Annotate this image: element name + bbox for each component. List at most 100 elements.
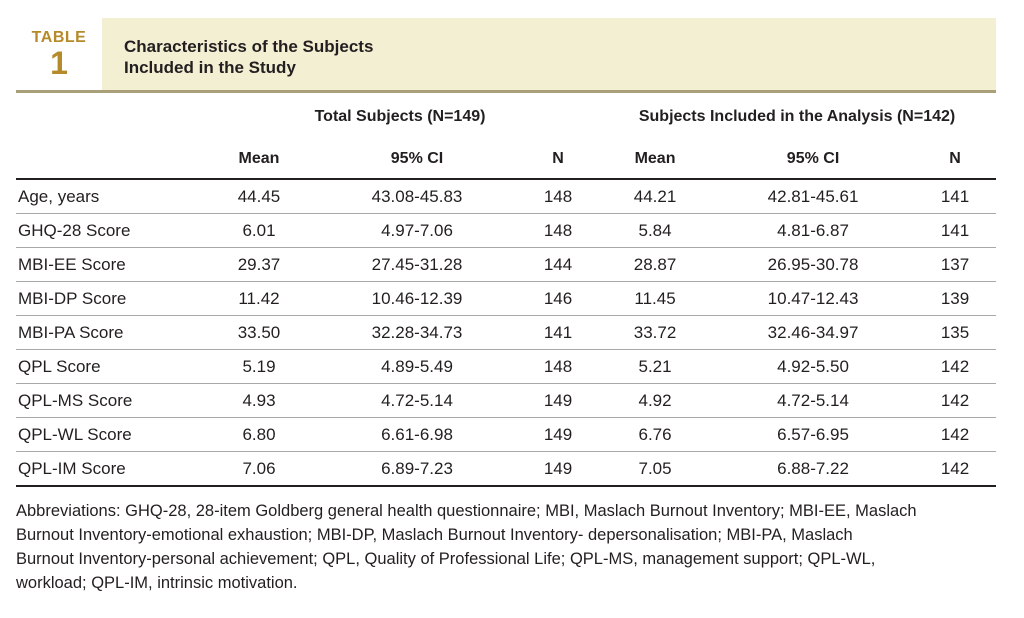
cell-ci-analysis: 10.47-12.43: [712, 281, 915, 316]
table-row: GHQ-28 Score 6.01 4.97-7.06 148 5.84 4.81-6.8…: [16, 213, 997, 248]
group-header-analysis: Subjects Included in the Analysis (N=142…: [638, 108, 956, 125]
table-row: QPL Score 5.19 4.89-5.49 148 5.21 4.92-5.50 14…: [16, 349, 997, 384]
cell-n-total: 149: [518, 451, 599, 487]
footnote-line: Burnout Inventory-personal achievement; …: [16, 550, 876, 568]
col-header-n-total: N: [518, 140, 599, 180]
cell-ci-total: 6.89-7.23: [316, 451, 518, 487]
cell-n-total: 148: [518, 349, 599, 384]
table-title-line-2: Included in the Study: [124, 58, 296, 77]
cell-ci-analysis: 6.57-6.95: [712, 417, 915, 452]
table-row: MBI-PA Score 33.50 32.28-34.73 141 33.72 32.4…: [16, 315, 997, 350]
cell-row-label: QPL Score: [16, 349, 202, 384]
col-header-mean-analysis: Mean: [598, 140, 713, 180]
empty-header-cell: [16, 94, 202, 140]
cell-mean-total: 5.19: [202, 349, 316, 384]
cell-ci-analysis: 6.88-7.22: [712, 451, 915, 487]
cell-ci-total: 4.97-7.06: [316, 213, 518, 248]
cell-ci-analysis: 4.72-5.14: [712, 383, 915, 418]
group-header-row: Total Subjects (N=149) Subjects Included…: [16, 94, 996, 140]
table-row: MBI-EE Score 29.37 27.45-31.28 144 28.87 26.9…: [16, 247, 997, 282]
table-row: MBI-DP Score 11.42 10.46-12.39 146 11.45 10.4…: [16, 281, 997, 316]
col-header-n-analysis: N: [914, 140, 997, 180]
cell-n-analysis: 141: [914, 213, 997, 248]
empty-header-cell: [16, 140, 202, 180]
cell-n-analysis: 142: [914, 383, 997, 418]
header-rule: [16, 90, 996, 93]
cell-n-total: 144: [518, 247, 599, 282]
table-title: Characteristics of the Subjects Included…: [102, 18, 996, 90]
cell-mean-total: 44.45: [202, 179, 316, 214]
cell-n-analysis: 142: [914, 349, 997, 384]
cell-mean-analysis: 28.87: [598, 247, 713, 282]
data-table-wrapper: Total Subjects (N=149) Subjects Included…: [16, 94, 997, 487]
cell-mean-analysis: 5.84: [598, 213, 713, 248]
cell-mean-analysis: 4.92: [598, 383, 713, 418]
cell-mean-analysis: 11.45: [598, 281, 713, 316]
col-header-ci-total: 95% CI: [316, 140, 518, 180]
cell-n-total: 141: [518, 315, 599, 350]
cell-n-total: 149: [518, 417, 599, 452]
cell-n-analysis: 141: [914, 179, 997, 214]
table-title-line-1: Characteristics of the Subjects: [124, 37, 374, 56]
data-table: Total Subjects (N=149) Subjects Included…: [16, 94, 997, 487]
cell-mean-total: 6.01: [202, 213, 316, 248]
cell-n-analysis: 142: [914, 417, 997, 452]
cell-ci-total: 6.61-6.98: [316, 417, 518, 452]
cell-ci-analysis: 4.81-6.87: [712, 213, 915, 248]
table-row: QPL-IM Score 7.06 6.89-7.23 149 7.05 6.88-7.2…: [16, 451, 997, 487]
col-header-mean-total: Mean: [202, 140, 316, 180]
cell-mean-analysis: 33.72: [598, 315, 713, 350]
cell-mean-total: 6.80: [202, 417, 316, 452]
table-header: TABLE 1 Characteristics of the Subjects …: [16, 18, 996, 90]
table-row: QPL-MS Score 4.93 4.72-5.14 149 4.92 4.72-5.1…: [16, 383, 997, 418]
cell-mean-analysis: 6.76: [598, 417, 713, 452]
sub-header-row: Mean 95% CI N Mean 95% CI N: [16, 140, 997, 180]
cell-n-total: 146: [518, 281, 599, 316]
cell-row-label: QPL-IM Score: [16, 451, 202, 487]
cell-mean-analysis: 7.05: [598, 451, 713, 487]
cell-ci-total: 27.45-31.28: [316, 247, 518, 282]
cell-n-analysis: 139: [914, 281, 997, 316]
cell-ci-total: 32.28-34.73: [316, 315, 518, 350]
cell-row-label: MBI-EE Score: [16, 247, 202, 282]
cell-mean-total: 7.06: [202, 451, 316, 487]
cell-ci-total: 43.08-45.83: [316, 179, 518, 214]
cell-row-label: MBI-DP Score: [16, 281, 202, 316]
table-row: QPL-WL Score 6.80 6.61-6.98 149 6.76 6.57-6.9…: [16, 417, 997, 452]
footnote: Abbreviations: GHQ-28, 28-item Goldberg …: [16, 499, 1001, 595]
cell-mean-total: 4.93: [202, 383, 316, 418]
cell-n-analysis: 142: [914, 451, 997, 487]
cell-mean-analysis: 5.21: [598, 349, 713, 384]
table-row: Age, years 44.45 43.08-45.83 148 44.21 42.81-…: [16, 179, 997, 214]
cell-ci-total: 4.72-5.14: [316, 383, 518, 418]
cell-n-analysis: 135: [914, 315, 997, 350]
cell-ci-total: 10.46-12.39: [316, 281, 518, 316]
cell-row-label: Age, years: [16, 179, 202, 214]
cell-row-label: QPL-MS Score: [16, 383, 202, 418]
cell-ci-total: 4.89-5.49: [316, 349, 518, 384]
cell-mean-total: 11.42: [202, 281, 316, 316]
table-label: TABLE 1: [16, 18, 102, 90]
group-header-total: Total Subjects (N=149): [314, 108, 486, 125]
footnote-line: workload; QPL-IM, intrinsic motivation.: [16, 574, 298, 592]
col-header-ci-analysis: 95% CI: [712, 140, 915, 180]
cell-row-label: MBI-PA Score: [16, 315, 202, 350]
cell-n-total: 148: [518, 179, 599, 214]
cell-mean-analysis: 44.21: [598, 179, 713, 214]
table-label-word: TABLE: [31, 29, 87, 46]
cell-ci-analysis: 4.92-5.50: [712, 349, 915, 384]
footnote-line: Burnout Inventory-emotional exhaustion; …: [16, 526, 853, 544]
cell-row-label: QPL-WL Score: [16, 417, 202, 452]
cell-row-label: GHQ-28 Score: [16, 213, 202, 248]
cell-mean-total: 33.50: [202, 315, 316, 350]
cell-n-total: 149: [518, 383, 599, 418]
cell-n-analysis: 137: [914, 247, 997, 282]
cell-mean-total: 29.37: [202, 247, 316, 282]
table-body: Age, years 44.45 43.08-45.83 148 44.21 42.81-…: [16, 179, 997, 487]
cell-ci-analysis: 32.46-34.97: [712, 315, 915, 350]
table-label-number: 1: [50, 45, 68, 81]
cell-ci-analysis: 42.81-45.61: [712, 179, 915, 214]
cell-ci-analysis: 26.95-30.78: [712, 247, 915, 282]
cell-n-total: 148: [518, 213, 599, 248]
footnote-line: Abbreviations: GHQ-28, 28-item Goldberg …: [16, 502, 917, 520]
